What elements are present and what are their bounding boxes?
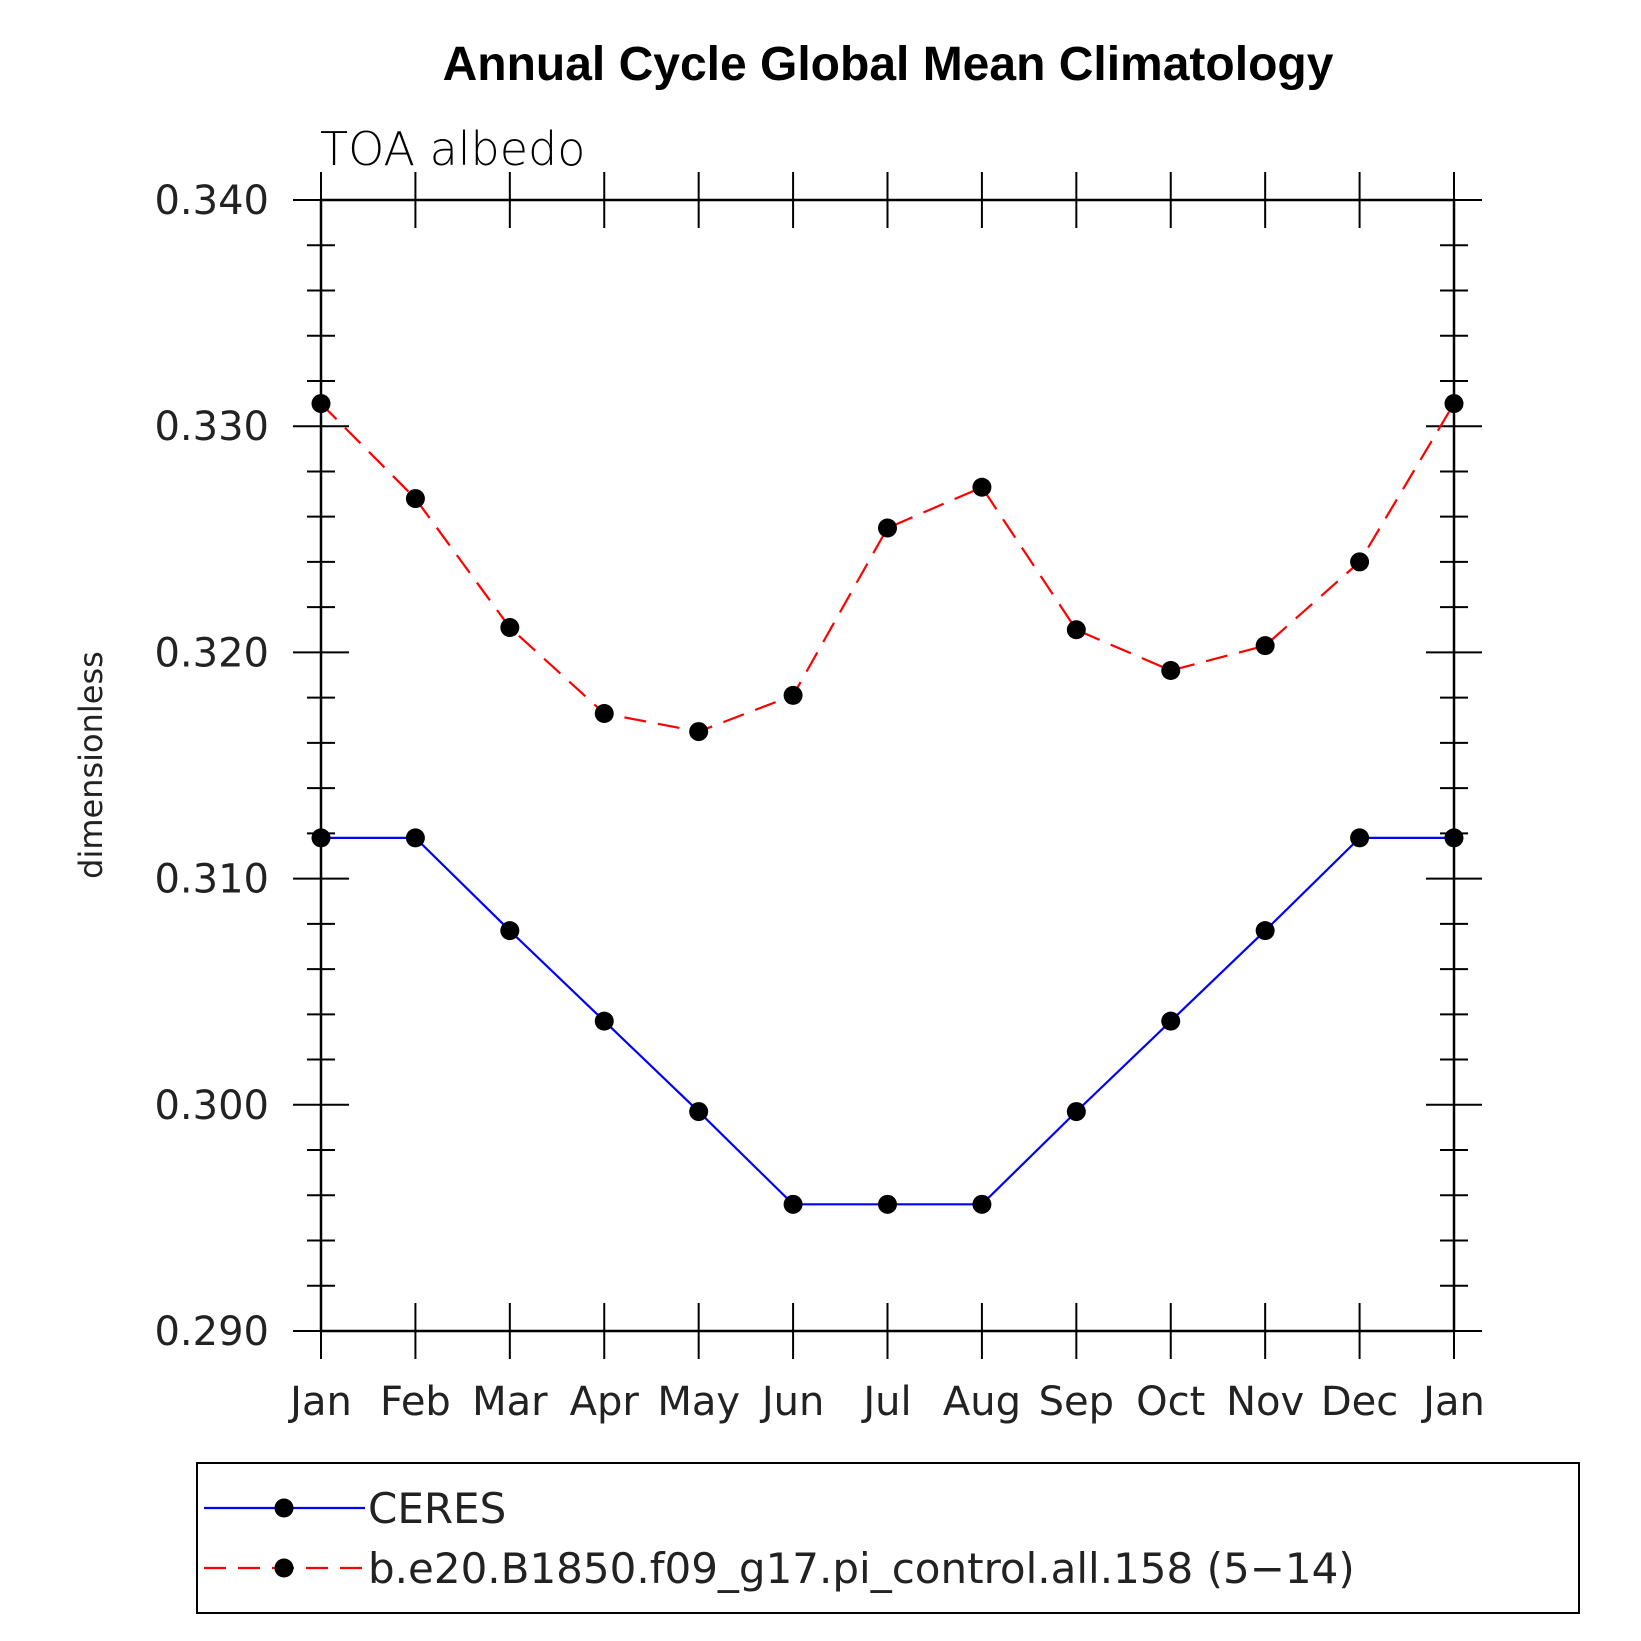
legend: CERES b.e20.B1850.f09_g17.pi_control.all.… xyxy=(196,1462,1580,1614)
y-tick-label: 0.320 xyxy=(154,630,269,676)
y-tick-label: 0.330 xyxy=(154,404,269,450)
data-point xyxy=(1161,660,1181,680)
y-tick-label: 0.340 xyxy=(154,178,269,224)
data-point xyxy=(1350,552,1370,572)
x-tick-label: Mar xyxy=(472,1379,548,1425)
data-point xyxy=(783,685,803,705)
x-tick-label: Jan xyxy=(287,1379,352,1425)
series-0 xyxy=(311,828,1464,1214)
x-tick-label: Dec xyxy=(1321,1379,1398,1425)
legend-label: CERES xyxy=(368,1484,506,1533)
legend-box xyxy=(196,1462,1580,1614)
x-tick-label: Aug xyxy=(943,1379,1021,1425)
data-point xyxy=(405,828,425,848)
data-point xyxy=(500,618,520,638)
x-tick-label: Jul xyxy=(860,1379,911,1425)
data-point xyxy=(972,477,992,497)
data-point xyxy=(878,1194,897,1214)
x-tick-label: Feb xyxy=(380,1379,451,1425)
chart-subtitle: TOA albedo xyxy=(320,122,585,176)
x-tick-label: Oct xyxy=(1136,1379,1205,1425)
series-line xyxy=(320,402,1455,733)
y-axis-label: dimensionless xyxy=(72,651,110,879)
data-point xyxy=(1066,1102,1086,1122)
series-line xyxy=(321,836,1454,1206)
legend-label: b.e20.B1850.f09_g17.pi_control.all.158 (… xyxy=(368,1544,1355,1593)
data-point xyxy=(878,518,897,538)
x-tick-label: Sep xyxy=(1039,1379,1114,1425)
legend-marker xyxy=(274,1498,294,1518)
data-point xyxy=(972,1194,992,1214)
data-point xyxy=(594,703,614,723)
x-tick-label: May xyxy=(657,1379,740,1425)
data-point xyxy=(1255,636,1275,656)
data-point xyxy=(594,1011,614,1031)
y-tick-label: 0.290 xyxy=(154,1309,269,1355)
x-tick-label: Nov xyxy=(1226,1379,1304,1425)
data-point xyxy=(689,1102,709,1122)
data-point xyxy=(1255,921,1275,941)
data-point xyxy=(405,489,425,509)
data-point xyxy=(500,921,520,941)
chart-title: Annual Cycle Global Mean Climatology xyxy=(443,38,1334,91)
x-tick-label: Apr xyxy=(570,1379,640,1425)
plot-frame xyxy=(319,198,1456,1333)
x-tick-label: Jan xyxy=(1420,1379,1485,1425)
data-point xyxy=(783,1194,803,1214)
data-point xyxy=(1161,1011,1181,1031)
x-tick-label: Jun xyxy=(759,1379,825,1425)
y-tick-label: 0.300 xyxy=(154,1083,269,1129)
series-1 xyxy=(311,394,1464,742)
data-point xyxy=(1350,828,1370,848)
data-point xyxy=(689,722,709,742)
legend-marker xyxy=(274,1558,294,1578)
data-point xyxy=(1066,620,1086,640)
y-tick-label: 0.310 xyxy=(154,857,269,903)
